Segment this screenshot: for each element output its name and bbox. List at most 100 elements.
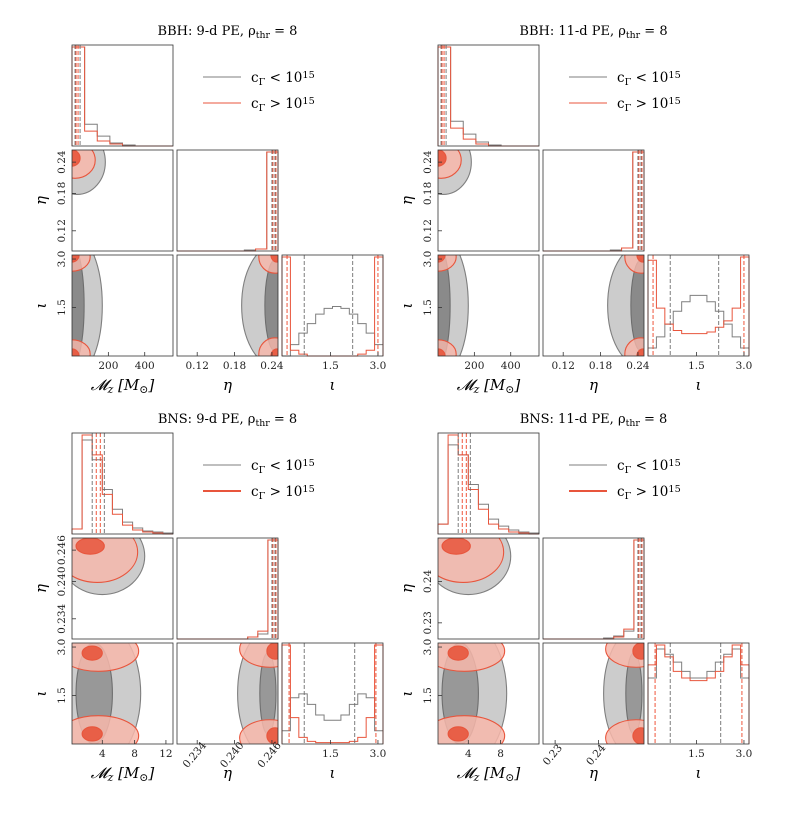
y-tick-label: 0.18 <box>422 182 434 205</box>
panel-title: BNS: 9-d PE, ρthr = 8 <box>158 412 297 429</box>
x-tick-label: 400 <box>135 360 155 372</box>
x-axis-label-0: 𝓜z [M⊙] <box>91 764 155 784</box>
subplot-frame <box>437 537 540 640</box>
x-tick-label: 4 <box>99 748 106 760</box>
contour-level <box>75 538 105 555</box>
contour-level <box>632 727 644 744</box>
y-axis-label-1: η <box>398 584 416 593</box>
x-axis-label-0: 𝓜z [M⊙] <box>91 376 155 396</box>
y-tick-label: 1.5 <box>422 687 434 704</box>
y-tick-label: 0.24 <box>422 569 434 593</box>
y-axis-label-2: ι <box>398 303 416 309</box>
hist-gray-eta_hist <box>177 151 279 252</box>
contour-level <box>441 538 471 555</box>
subplot-frame <box>176 254 279 357</box>
hist-red-iota_hist <box>647 644 750 744</box>
x-tick-label: 1.5 <box>322 748 339 760</box>
contour-level <box>438 255 446 263</box>
hist-red-eta_hist <box>177 151 279 252</box>
y-tick-label: 0.24 <box>422 150 434 174</box>
x-tick-label: 0.18 <box>589 360 612 372</box>
x-axis-label-2: ι <box>330 764 336 782</box>
subplot-frame <box>542 642 645 745</box>
x-tick-label: 3.0 <box>370 748 387 760</box>
x-axis-label-2: ι <box>696 376 702 394</box>
y-tick-label: 1.5 <box>56 687 68 704</box>
x-tick-label: 400 <box>501 360 521 372</box>
hist-red-Mc_hist <box>71 434 173 535</box>
x-axis-label-0: 𝓜z [M⊙] <box>457 376 521 396</box>
x-tick-label: 12 <box>159 748 172 760</box>
contour-level <box>72 255 85 356</box>
hist-red-iota_hist <box>647 256 750 356</box>
contour-level <box>636 255 644 263</box>
contour-level <box>81 645 103 661</box>
panel-bns-11d: BNS: 11-d PE, ρthr = 8 0.24 0.23 3.0 1.5 4 8 0.… <box>398 412 752 784</box>
x-axis-label-1: η <box>589 764 598 782</box>
hist-gray-Mc_hist <box>437 46 539 147</box>
x-tick-label: 4 <box>465 748 472 760</box>
panel-title: BNS: 11-d PE, ρthr = 8 <box>520 412 668 429</box>
contour-level <box>270 255 278 263</box>
legend-label: cΓ < 1015 <box>251 458 315 476</box>
y-tick-label: 1.5 <box>422 299 434 316</box>
legend-label: cΓ > 1015 <box>617 96 681 114</box>
subplot-frame <box>71 254 174 357</box>
legend-label: cΓ > 1015 <box>617 484 681 502</box>
legend-label: cΓ > 1015 <box>251 96 315 114</box>
subplot-frame <box>71 44 174 147</box>
subplot-frame <box>281 642 384 745</box>
subplot-frame <box>542 149 645 252</box>
subplot-frame <box>176 537 279 640</box>
x-tick-label: 200 <box>98 360 118 372</box>
subplot-frame <box>647 254 750 357</box>
x-tick-label: 0.24 <box>626 360 650 372</box>
y-tick-label: 0.24 <box>56 150 68 174</box>
hist-gray-eta_hist <box>177 539 279 640</box>
x-tick-label: 3.0 <box>736 360 753 372</box>
x-tick-label: 200 <box>464 360 484 372</box>
panel-bbh-9d: BBH: 9-d PE, ρthr = 8 0.24 0.18 0.12 3.0 1.5 2… <box>32 24 386 396</box>
x-tick-label: 8 <box>497 748 504 760</box>
subplot-frame <box>647 642 750 745</box>
y-tick-label: 1.5 <box>56 299 68 316</box>
subplot-frame <box>437 44 540 147</box>
y-axis-label-2: ι <box>32 303 50 309</box>
subplot-frame <box>176 149 279 252</box>
subplot-frame <box>542 254 645 357</box>
subplot-frame <box>71 432 174 535</box>
x-tick-label: 1.5 <box>688 748 705 760</box>
legend-label: cΓ < 1015 <box>251 70 315 88</box>
y-axis-label-2: ι <box>398 691 416 697</box>
subplot-frame <box>71 149 174 252</box>
x-axis-label-1: η <box>223 376 232 394</box>
hist-red-Mc_hist <box>71 46 173 147</box>
hist-gray-eta_hist <box>543 539 645 640</box>
hist-gray-eta_hist <box>543 151 645 252</box>
x-axis-label-0: 𝓜z [M⊙] <box>457 764 521 784</box>
x-tick-label: 0.12 <box>186 360 209 372</box>
y-tick-label: 3.0 <box>422 251 434 268</box>
y-tick-label: 0.23 <box>422 611 434 634</box>
x-tick-label: 1.5 <box>688 360 705 372</box>
y-tick-label: 0.234 <box>56 603 68 633</box>
hist-red-iota_hist <box>281 644 384 744</box>
hist-red-eta_hist <box>543 151 645 252</box>
hist-red-eta_hist <box>177 539 279 640</box>
contour-level <box>81 726 103 742</box>
subplot-frame <box>437 642 540 745</box>
contour-level <box>447 726 469 742</box>
hist-red-eta_hist <box>543 539 645 640</box>
x-axis-label-2: ι <box>696 764 702 782</box>
contour-level <box>266 643 278 660</box>
hist-gray-iota_hist <box>281 693 384 744</box>
y-tick-label: 0.18 <box>56 182 68 205</box>
y-tick-label: 0.12 <box>56 219 68 242</box>
x-axis-label-1: η <box>223 764 232 782</box>
x-axis-label-1: η <box>589 376 598 394</box>
legend-label: cΓ < 1015 <box>617 458 681 476</box>
x-tick-label: 0.12 <box>552 360 575 372</box>
y-axis-label-2: ι <box>32 691 50 697</box>
subplot-frame <box>437 149 540 252</box>
hist-red-Mc_hist <box>437 46 539 147</box>
